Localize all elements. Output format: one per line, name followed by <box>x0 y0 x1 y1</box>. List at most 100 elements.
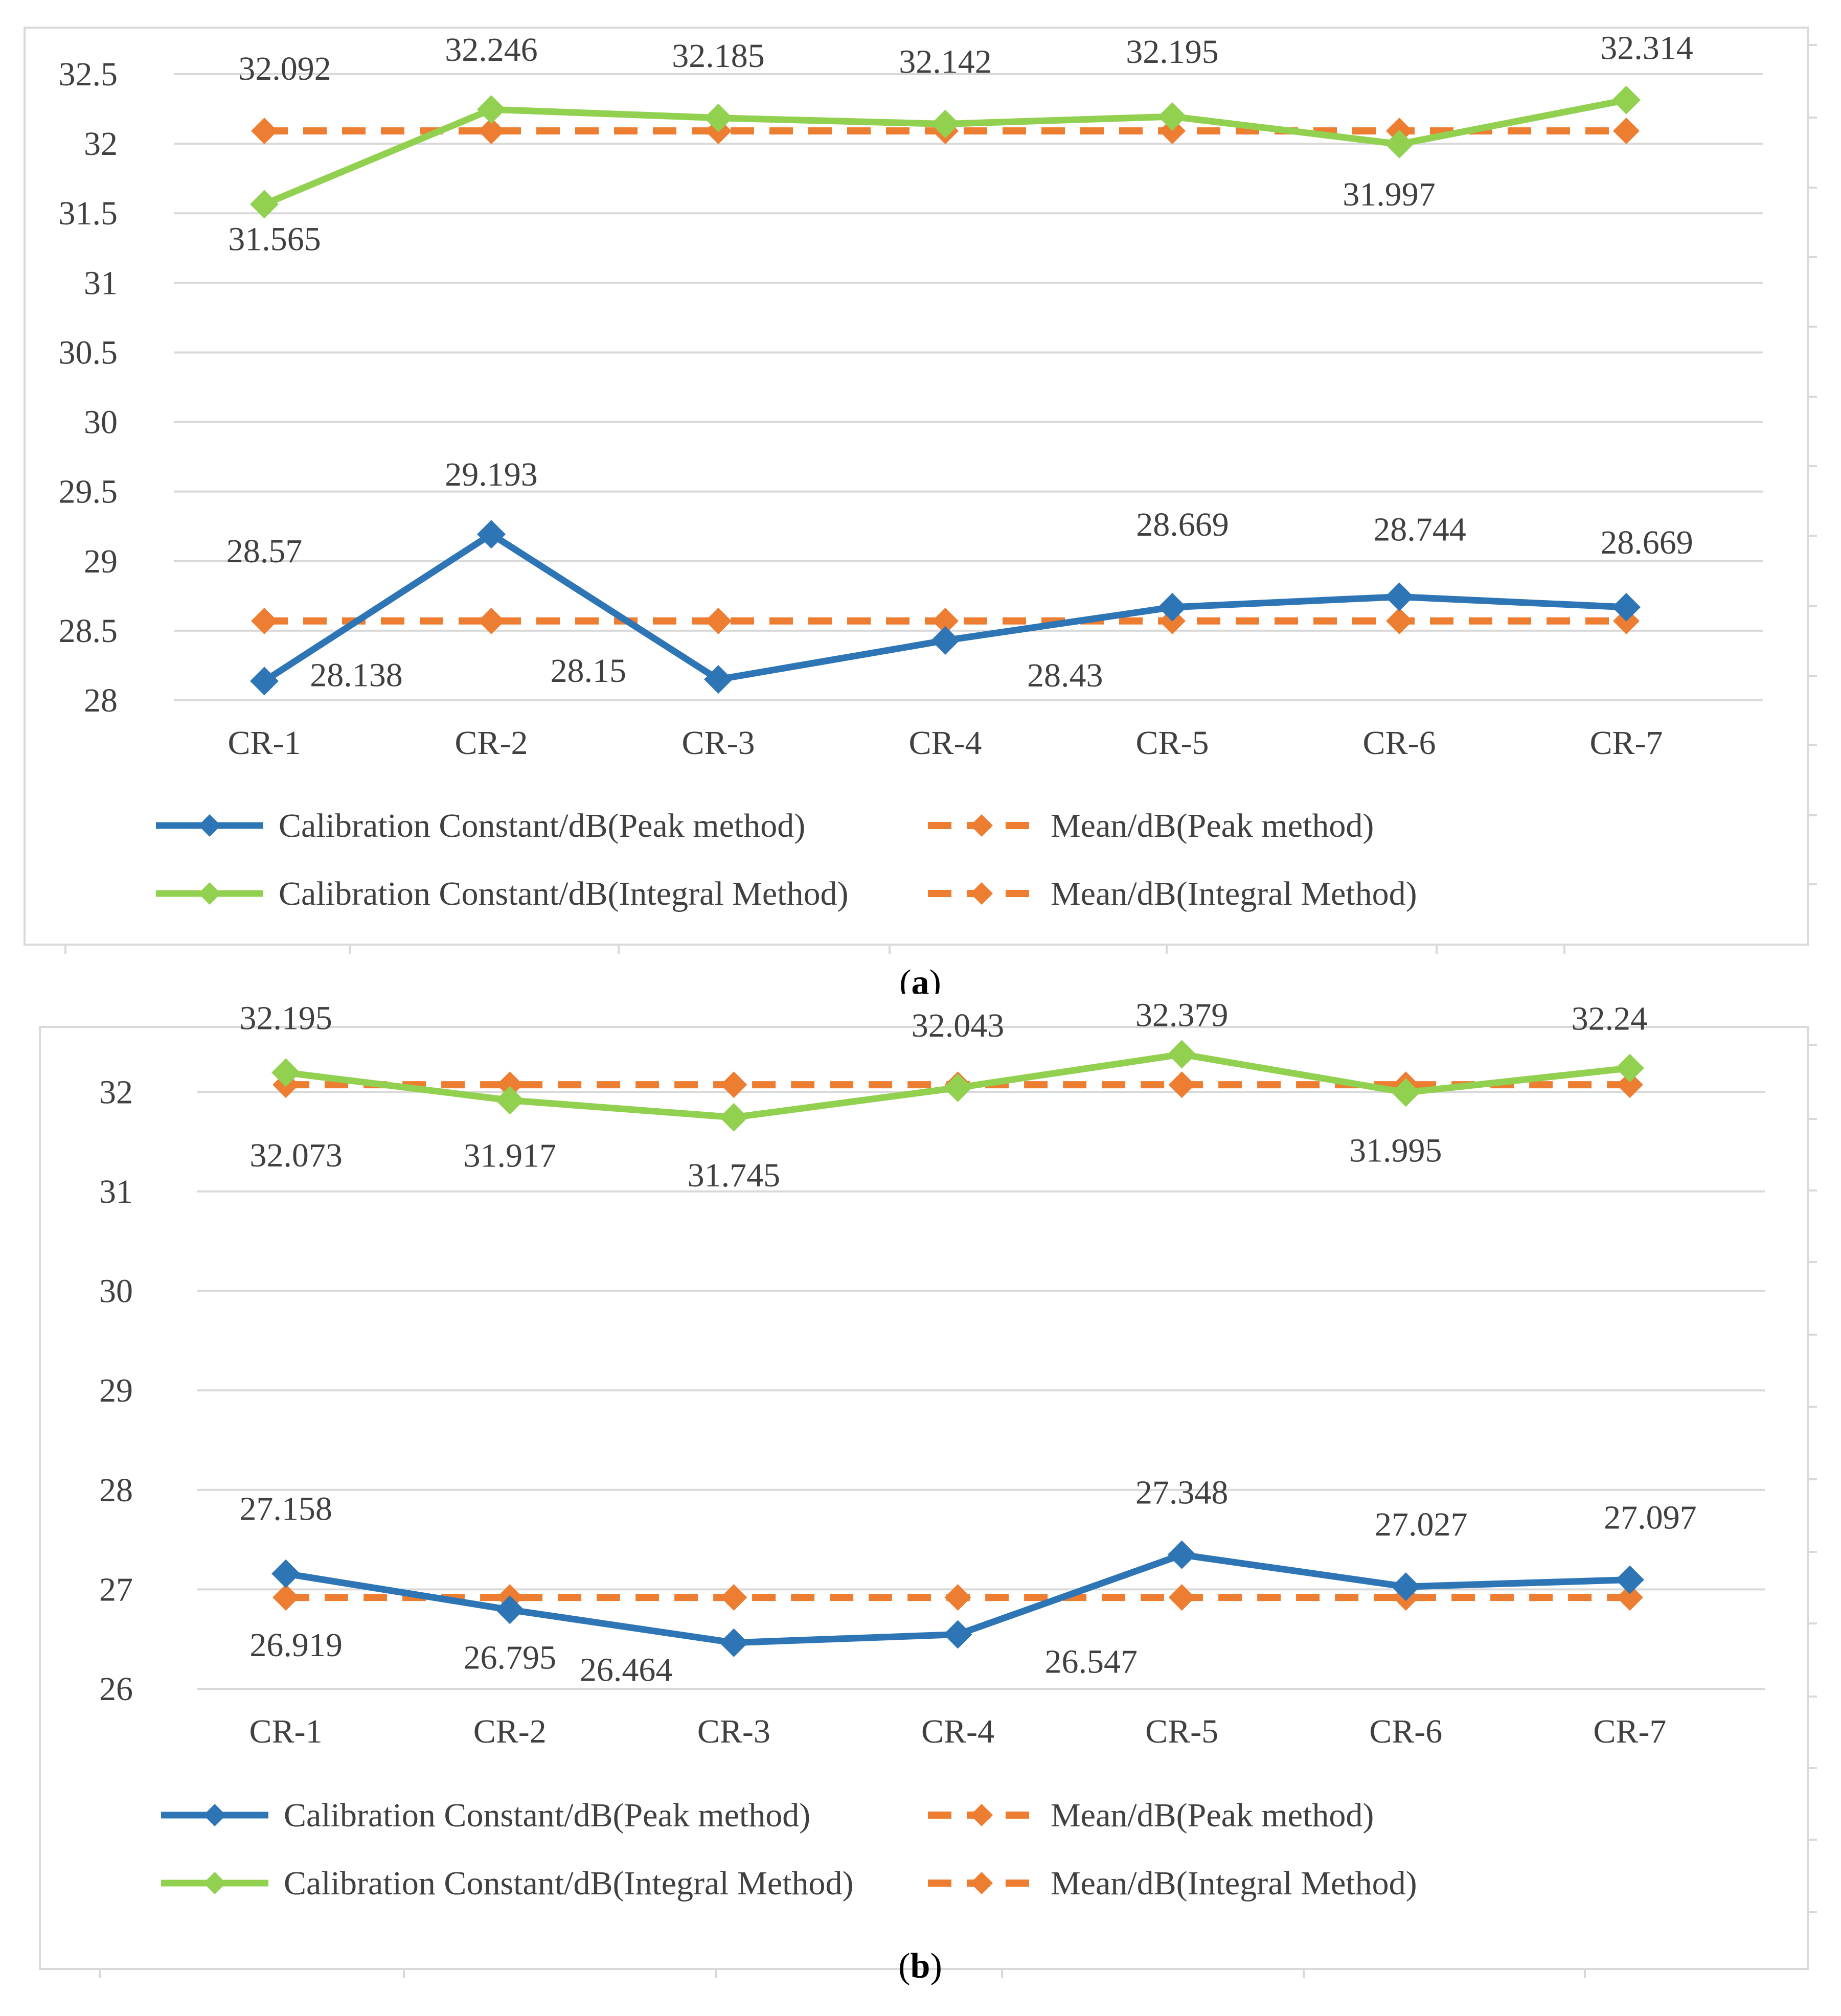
data-label: 26.464 <box>580 1652 673 1689</box>
data-point <box>944 1584 971 1611</box>
chart-border <box>39 1026 1809 1970</box>
legend-entry: Mean/dB(Integral Method) <box>1051 1865 1417 1902</box>
data-point <box>704 103 733 132</box>
data-label: 26.795 <box>463 1639 556 1676</box>
caption-paren: ( <box>898 1946 910 1986</box>
data-label: 27.348 <box>1135 1474 1229 1511</box>
legend-swatch-marker <box>970 882 993 905</box>
y-tick-label: 32 <box>84 125 118 163</box>
data-point <box>250 190 279 219</box>
data-point <box>1612 592 1641 622</box>
data-label: 28.43 <box>1027 657 1103 694</box>
data-point <box>1158 592 1187 622</box>
chart-panel-a: 28 28.5 29 29.5 30 30.5 31 31.5 32 32.5 CR-1 CR-2 CR… <box>0 0 1841 994</box>
data-point <box>1159 118 1186 145</box>
data-point <box>495 1086 525 1115</box>
data-point <box>1167 1040 1196 1069</box>
legend-entry: Calibration Constant/dB(Peak method) <box>279 807 805 844</box>
data-label: 28.669 <box>1600 524 1693 561</box>
data-point <box>931 109 960 139</box>
caption-paren: ( <box>899 963 911 994</box>
y-tick-label: 30 <box>99 1273 133 1310</box>
data-label: 31.995 <box>1349 1132 1442 1169</box>
legend-swatch-marker <box>198 814 221 837</box>
data-label: 32.195 <box>239 999 332 1037</box>
legend-entry: Mean/dB(Peak method) <box>1051 1797 1374 1834</box>
data-point <box>719 1628 748 1657</box>
data-label: 32.092 <box>238 50 331 87</box>
data-label: 32.073 <box>249 1137 343 1174</box>
x-tick-label: CR-2 <box>454 724 528 762</box>
y-tick-label: 30 <box>84 404 118 441</box>
data-point <box>1613 118 1640 145</box>
data-label: 32.24 <box>1572 1000 1648 1038</box>
x-tick-label: CR-3 <box>681 724 755 762</box>
data-point <box>1612 85 1641 114</box>
x-tick-label: CR-7 <box>1593 1713 1666 1750</box>
data-label: 27.027 <box>1375 1506 1468 1543</box>
data-point <box>477 95 506 124</box>
data-point <box>1158 102 1187 131</box>
data-point <box>495 1595 525 1624</box>
data-label: 28.669 <box>1136 506 1229 543</box>
x-tick-label: CR-6 <box>1369 1713 1442 1750</box>
data-label: 32.379 <box>1135 997 1229 1034</box>
data-label: 32.185 <box>672 37 765 75</box>
x-tick-label: CR-5 <box>1145 1713 1218 1750</box>
y-tick-label: 31 <box>84 264 118 302</box>
data-point <box>943 1620 972 1649</box>
data-point <box>478 118 505 145</box>
y-tick-label: 28.5 <box>59 612 118 650</box>
panel-caption: (b) <box>898 1946 942 1986</box>
data-point <box>1385 129 1414 158</box>
data-label: 32.195 <box>1126 33 1219 71</box>
data-label: 28.138 <box>310 656 403 694</box>
chart-b: 26 27 28 29 30 31 32 CR-1 CR-2 CR-3 CR-4 CR-5 CR-6 CR… <box>39 997 1817 1986</box>
data-point <box>1168 1071 1195 1098</box>
data-point <box>931 626 960 655</box>
legend-swatch-marker <box>970 814 993 837</box>
data-point <box>272 1584 300 1611</box>
y-tick-label: 28 <box>99 1472 133 1509</box>
data-point <box>720 1071 747 1098</box>
data-point <box>1615 1565 1644 1594</box>
data-point <box>1386 607 1413 634</box>
legend-entry: Calibration Constant/dB(Peak method) <box>284 1797 810 1834</box>
y-tick-label: 29 <box>84 543 118 580</box>
y-tick-label: 27 <box>99 1571 133 1608</box>
data-point <box>1385 582 1414 611</box>
data-point <box>932 607 959 634</box>
y-tick-label: 32 <box>99 1073 133 1111</box>
data-label: 32.246 <box>445 31 538 68</box>
data-label: 31.565 <box>228 221 321 258</box>
y-tick-label: 29.5 <box>59 473 118 511</box>
data-point <box>251 607 278 634</box>
data-point <box>704 665 733 694</box>
y-tick-label: 31 <box>99 1173 133 1210</box>
data-label: 32.314 <box>1600 30 1693 67</box>
legend-swatch-marker <box>203 1804 226 1826</box>
data-point <box>1391 1572 1420 1601</box>
data-point <box>1167 1540 1196 1569</box>
y-tick-label: 31.5 <box>59 195 118 232</box>
data-point <box>477 520 506 549</box>
caption-paren: ) <box>930 1946 942 1986</box>
x-tick-label: CR-6 <box>1362 724 1436 762</box>
x-tick-label: CR-7 <box>1589 724 1663 762</box>
data-label: 29.193 <box>445 456 538 493</box>
x-tick-label: CR-4 <box>908 724 982 762</box>
data-point <box>271 1559 301 1588</box>
chart-a: 28 28.5 29 29.5 30 30.5 31 31.5 32 32.5 CR-1 CR-2 CR… <box>24 27 1817 994</box>
data-label: 31.997 <box>1343 176 1436 213</box>
data-point <box>1168 1584 1195 1611</box>
legend-entry: Mean/dB(Integral Method) <box>1051 875 1417 912</box>
data-point <box>1616 1071 1643 1098</box>
caption-paren: ) <box>929 963 941 994</box>
data-label: 31.917 <box>463 1137 556 1174</box>
legend-swatch-marker <box>970 1804 993 1826</box>
legend-entry: Mean/dB(Peak method) <box>1051 807 1374 844</box>
data-point <box>705 607 732 634</box>
data-point <box>250 667 279 696</box>
data-point <box>496 1071 524 1098</box>
legend-entry: Calibration Constant/dB(Integral Method) <box>279 875 848 912</box>
